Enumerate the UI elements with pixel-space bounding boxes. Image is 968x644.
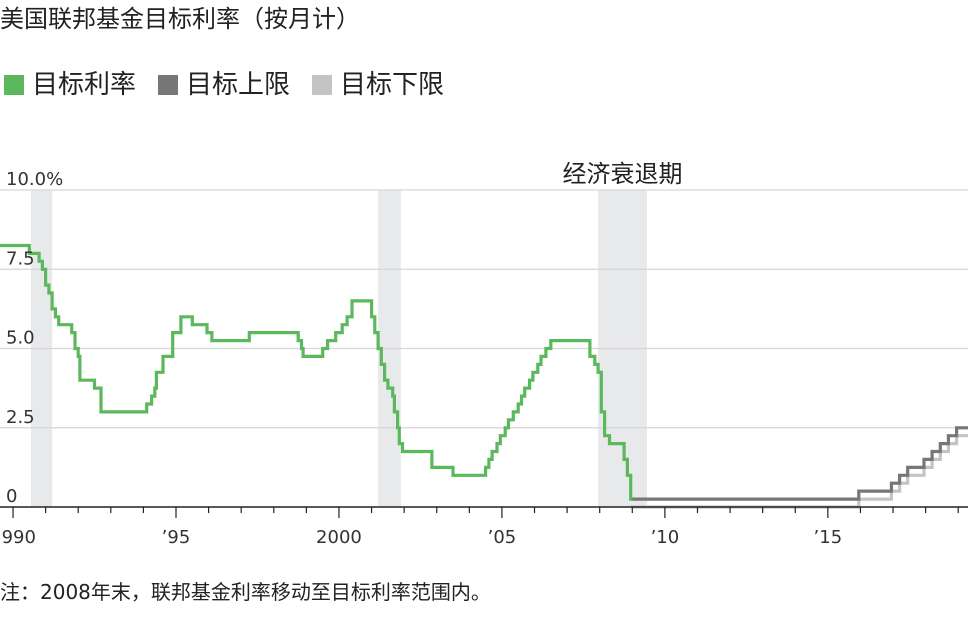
tick-labels: 经济衰退期 0 2.5 5.0 7.5 10.0% 1990 ’95 2000 ’05 ’10 ’15	[0, 160, 842, 548]
series-line-2	[630, 426, 968, 501]
recession-label: 经济衰退期	[563, 160, 683, 188]
y-tick-label-4: 10.0%	[6, 169, 63, 190]
x-tick-label-3: ’05	[488, 527, 517, 548]
x-axis	[0, 506, 968, 518]
chart-title: 美国联邦基金目标利率（按月计）	[0, 5, 360, 33]
legend-item-target: 目标利率	[4, 68, 136, 102]
y-tick-label-2: 5.0	[6, 328, 35, 349]
legend-swatch-upper	[158, 75, 179, 95]
gridlines	[0, 189, 968, 429]
series-line-3	[630, 434, 968, 509]
legend-label-upper: 目标上限	[186, 70, 291, 100]
x-tick-label-1: ’95	[162, 527, 191, 548]
x-tick-label-0: 1990	[0, 527, 36, 548]
legend-swatch-lower	[312, 75, 333, 95]
series-lines	[0, 243, 968, 509]
legend-item-lower: 目标下限	[312, 68, 444, 102]
x-tick-label-4: ’10	[651, 527, 680, 548]
y-tick-label-0: 0	[6, 486, 17, 507]
chart-footnote: 注：2008年末，联邦基金利率移动至目标利率范围内。	[0, 580, 491, 604]
series-line-1	[0, 243, 633, 501]
x-tick-label-5: ’15	[814, 527, 843, 548]
y-tick-label-3: 7.5	[6, 248, 35, 269]
legend-label-target: 目标利率	[32, 70, 137, 100]
legend-swatch-target	[4, 75, 24, 95]
legend-label-lower: 目标下限	[340, 70, 445, 100]
x-tick-label-2: 2000	[316, 527, 362, 548]
legend: 目标利率 目标上限 目标下限	[4, 68, 466, 102]
y-tick-label-1: 2.5	[6, 407, 35, 428]
legend-item-upper: 目标上限	[158, 68, 290, 102]
